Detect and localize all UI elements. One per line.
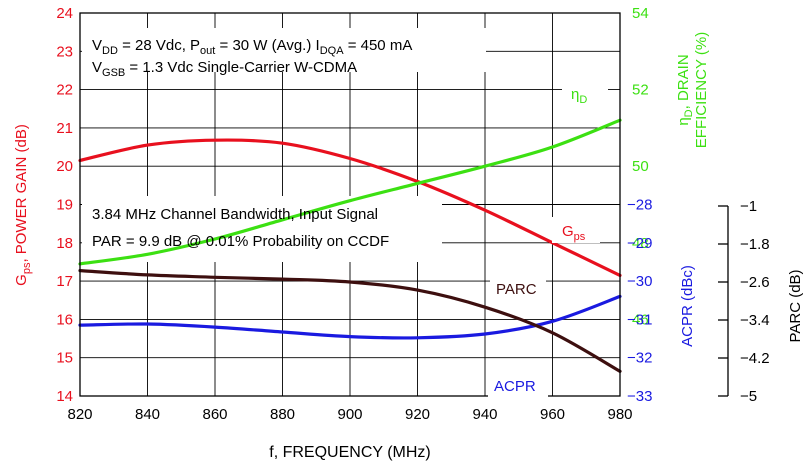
x-tick-label: 860 <box>202 406 227 423</box>
acpr-tick-label: −30 <box>627 273 652 290</box>
gain-series-label: Gps <box>562 223 586 243</box>
gain-series-line <box>78 138 622 277</box>
gain-tick-label: 21 <box>56 120 73 137</box>
cond1-part-3: out <box>200 45 215 57</box>
parc-tick-label: −4.2 <box>740 350 770 367</box>
plot-frame <box>79 12 621 397</box>
x-tick-label: 880 <box>270 406 295 423</box>
cond2-part-1: GSB <box>102 67 125 79</box>
efficiency-tick-label: 50 <box>632 158 649 175</box>
gain-tick-label: 19 <box>56 197 73 214</box>
cond1-part-6: = 450 mA <box>344 37 413 54</box>
efficiency-tick-label: 46 <box>632 311 649 328</box>
efficiency-tick-label: 52 <box>632 82 649 99</box>
cond1-part-0: V <box>92 37 102 54</box>
x-tick-labels: 820 840 860 880 900 920 940 960 980 <box>67 406 632 423</box>
signal-line-2: PAR = 9.9 dB @ 0.01% Probability on CCDF <box>92 233 389 250</box>
efficiency-series-label-sub: D <box>579 94 587 106</box>
x-tick-label: 840 <box>135 406 160 423</box>
acpr-series-label-bg <box>488 373 548 397</box>
parc-series-label-bg <box>490 276 546 300</box>
x-tick-label: 820 <box>67 406 92 423</box>
x-tick-label: 980 <box>607 406 632 423</box>
parc-axis-label: PARC (dB) <box>787 269 804 342</box>
gain-series-label-sub: ps <box>574 231 586 243</box>
cond1-part-2: = 28 Vdc, P <box>118 37 200 54</box>
acpr-axis-label: ACPR (dBc) <box>679 265 696 347</box>
cond1-part-1: DD <box>102 45 118 57</box>
gain-series-label-bg <box>552 217 600 243</box>
gain-series-label-main: G <box>562 223 574 240</box>
efficiency-tick-label: 48 <box>632 235 649 252</box>
x-axis-label: f, FREQUENCY (MHz) <box>269 444 430 461</box>
efficiency-axis-label-rest: , DRAIN <box>675 54 692 109</box>
acpr-tick-label: −33 <box>627 388 652 405</box>
gain-axis-label-main: G <box>13 274 30 286</box>
parc-tick-label: −5 <box>740 388 757 405</box>
gain-tick-label: 22 <box>56 82 73 99</box>
parc-tick-label: −1.8 <box>740 236 770 253</box>
conditions-line-2: VGSB = 1.3 Vdc Single-Carrier W-CDMA <box>92 59 357 79</box>
cond1-part-4: = 30 W (Avg.) I <box>215 37 319 54</box>
x-tick-label: 920 <box>405 406 430 423</box>
efficiency-series-label-bg <box>562 80 608 106</box>
gain-tick-label: 20 <box>56 158 73 175</box>
acpr-tick-label: −32 <box>627 350 652 367</box>
efficiency-axis-label-line2: EFFICIENCY (%) <box>693 32 710 148</box>
conditions-line-1: VDD = 28 Vdc, Pout = 30 W (Avg.) IDQA = … <box>92 37 412 57</box>
efficiency-series-label-main: η <box>571 86 579 103</box>
efficiency-axis-label-line1: ηD, DRAIN <box>675 54 695 125</box>
parc-axis: −1 −1.8 −2.6 −3.4 −4.2 −5 <box>718 198 770 405</box>
conditions-box <box>82 28 486 72</box>
efficiency-axis-label-sub: D <box>683 109 695 117</box>
acpr-series-label: ACPR <box>494 378 536 395</box>
gain-tick-label: 17 <box>56 273 73 290</box>
parc-tick-label: −3.4 <box>740 312 770 329</box>
efficiency-series-line <box>78 118 622 266</box>
parc-series-label: PARC <box>496 281 537 298</box>
gain-tick-labels: 14 15 16 17 18 19 20 21 22 23 24 <box>56 5 73 405</box>
cond2-part-0: V <box>92 59 102 76</box>
gain-tick-label: 14 <box>56 388 73 405</box>
gain-tick-label: 15 <box>56 350 73 367</box>
signal-box <box>82 196 442 262</box>
x-tick-label: 940 <box>472 406 497 423</box>
efficiency-tick-label: 54 <box>632 5 649 22</box>
parc-tick-label: −1 <box>740 198 757 215</box>
efficiency-series-label: ηD <box>571 86 587 106</box>
signal-line-1: 3.84 MHz Channel Bandwidth, Input Signal <box>92 206 378 223</box>
acpr-series-line <box>78 294 622 340</box>
acpr-tick-label: −29 <box>627 235 652 252</box>
acpr-tick-labels: −28 −29 −30 −31 −32 −33 <box>627 197 652 406</box>
cond2-part-2: = 1.3 Vdc Single-Carrier W-CDMA <box>125 59 357 76</box>
efficiency-axis-label-main: η <box>675 117 692 125</box>
x-tick-label: 960 <box>540 406 565 423</box>
gain-tick-label: 18 <box>56 235 73 252</box>
gain-tick-label: 23 <box>56 43 73 60</box>
gain-axis-label-rest: , POWER GAIN (dB) <box>13 124 30 262</box>
series-lines <box>78 118 622 373</box>
acpr-tick-label: −31 <box>627 311 652 328</box>
parc-tick-label: −2.6 <box>740 274 770 291</box>
gain-axis-label: Gps, POWER GAIN (dB) <box>13 124 33 286</box>
parc-series-line <box>78 269 622 373</box>
gain-tick-label: 16 <box>56 311 73 328</box>
gain-tick-label: 24 <box>56 5 73 22</box>
efficiency-tick-labels: 46 48 50 52 54 <box>632 5 649 328</box>
cond1-part-5: DQA <box>320 45 345 57</box>
x-tick-label: 900 <box>337 406 362 423</box>
acpr-tick-label: −28 <box>627 197 652 214</box>
gain-axis-label-sub: ps <box>21 262 33 274</box>
